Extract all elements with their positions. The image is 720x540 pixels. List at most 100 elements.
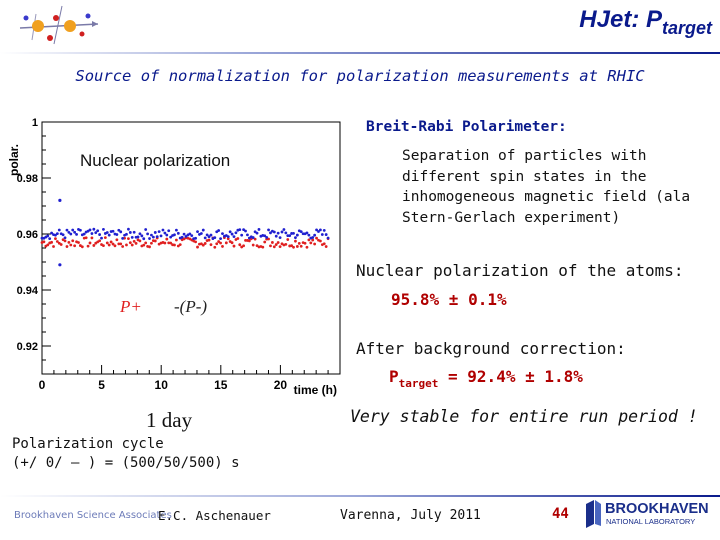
p-minus-point (163, 231, 167, 235)
p-minus-point (267, 228, 270, 232)
p-minus-point (201, 228, 205, 232)
p-minus-point (153, 231, 157, 234)
p-minus-point (251, 236, 255, 239)
slide-title: HJet: Ptarget (579, 6, 712, 39)
p-plus-point (90, 236, 94, 240)
p-plus-point (209, 243, 213, 247)
p-plus-point (103, 236, 107, 240)
p-minus-point (207, 235, 211, 239)
stability-note: Very stable for entire run period ! (350, 407, 698, 426)
p-minus-point (307, 233, 311, 237)
br-description: Separation of particles with different s… (402, 146, 720, 228)
y-tick-label: 0.94 (17, 285, 39, 297)
p-plus-point (169, 241, 173, 245)
p-minus-point (73, 230, 77, 234)
p-plus-point (201, 243, 205, 247)
p-plus-point (305, 245, 309, 249)
p-minus-point (320, 233, 324, 236)
p-minus-point (282, 228, 286, 231)
p-minus-point (121, 236, 125, 240)
p-plus-point (251, 243, 255, 247)
p-plus-point (46, 243, 50, 247)
p-plus-point (86, 244, 90, 248)
p-plus-point (219, 241, 222, 245)
p-minus-point (57, 228, 61, 232)
cycle-line: (+/ 0/ – ) = (500/50/500) s (12, 455, 240, 471)
p-plus-point (98, 239, 101, 243)
p-minus-point (188, 232, 192, 236)
br-desc-line: different spin states in the (402, 168, 647, 185)
p-plus-point (105, 241, 109, 245)
p-minus-point (128, 231, 132, 234)
p-plus-point (221, 245, 224, 248)
p-minus-point (50, 231, 53, 235)
p-minus-point (155, 235, 159, 239)
p-minus-point (311, 236, 315, 239)
p-plus-point (144, 241, 148, 245)
p-minus-point (126, 227, 130, 231)
p-plus-point (232, 244, 236, 248)
p-minus-point (295, 233, 299, 237)
atom-logo-icon (19, 5, 99, 45)
p-minus-point (71, 228, 75, 232)
p-plus-point (150, 241, 153, 245)
p-minus-point (255, 231, 259, 235)
p-minus-point (176, 231, 180, 235)
p-plus-point (88, 241, 92, 245)
p-minus-point (140, 234, 144, 238)
p-minus-point (117, 228, 121, 232)
p-plus-point (128, 241, 132, 245)
p-minus-point (69, 232, 73, 236)
p-plus-point (263, 240, 267, 244)
p-minus-point (82, 232, 86, 236)
p-plus-point (126, 237, 130, 241)
p-plus-point (315, 236, 318, 240)
p-minus-point (269, 231, 272, 235)
p-minus-point (54, 233, 57, 237)
p-plus-point (292, 245, 295, 249)
p-plus-point (303, 241, 307, 245)
p-minus-point (230, 232, 234, 236)
p-plus-point (63, 239, 67, 243)
p-plus-point (226, 237, 230, 241)
p-minus-point (111, 229, 115, 233)
polarization-cycle: Polarization cycle (+/ 0/ – ) = (500/50/… (12, 435, 240, 473)
p-minus-point (48, 237, 52, 241)
p-minus-point (98, 233, 101, 236)
time-annotation: 1 day (146, 408, 193, 432)
p-minus-point (151, 235, 155, 239)
p-plus-point (173, 243, 176, 247)
p-minus-point (146, 232, 150, 236)
p-plus-point (207, 238, 211, 242)
p-plus-point (322, 242, 326, 246)
p-minus-point (242, 228, 246, 232)
p-minus-point (219, 237, 222, 241)
title-subscript: target (661, 18, 712, 38)
p-plus-point (199, 242, 203, 246)
p-plus-point (242, 244, 246, 248)
p-plus-point (238, 243, 242, 247)
x-tick-label: 5 (98, 378, 105, 392)
p-minus-point (240, 233, 244, 237)
p-minus-point (67, 231, 71, 234)
p-plus-point (319, 239, 322, 243)
p-plus-point (313, 242, 317, 246)
bnl-logo-subtext: NATIONAL LABORATORY (606, 517, 695, 526)
p-plus-point (196, 245, 199, 249)
p-minus-point (196, 230, 199, 234)
p-minus-point (159, 234, 163, 238)
p-subscript: target (398, 377, 439, 390)
p-minus-point (263, 234, 267, 238)
p-minus-point (221, 232, 224, 236)
p-minus-point (244, 229, 247, 233)
footer-organization: Brookhaven Science Associates (14, 510, 172, 521)
p-plus-point (271, 241, 274, 244)
p-plus-point (67, 241, 71, 244)
data-points (40, 198, 330, 267)
x-tick-label: 10 (155, 378, 169, 392)
outlier-point (58, 198, 62, 202)
bnl-logo-icon: BROOKHAVEN NATIONAL LABORATORY (586, 500, 709, 528)
p-minus-point (315, 228, 318, 232)
p-minus-point (232, 235, 236, 239)
p-minus-point (278, 236, 282, 240)
